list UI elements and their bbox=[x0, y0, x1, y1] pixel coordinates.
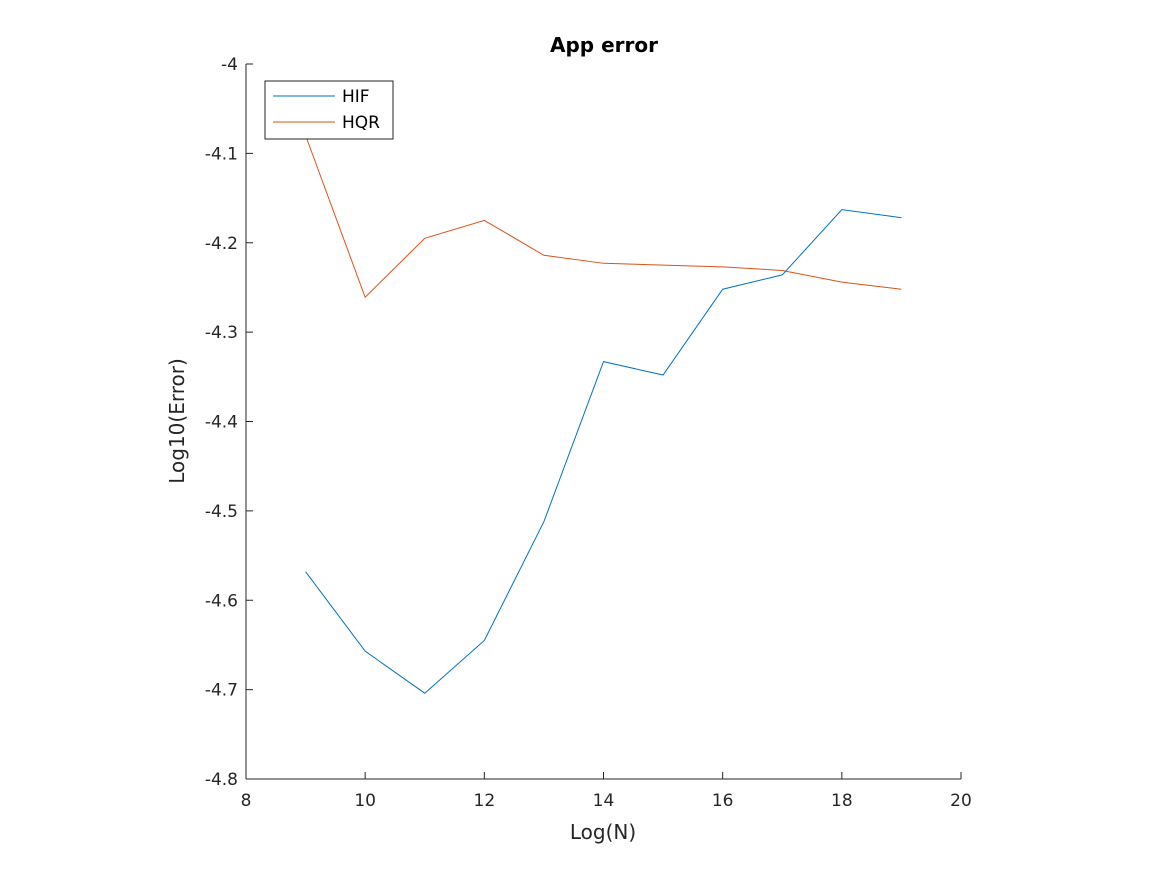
y-tick-label: -4.7 bbox=[205, 681, 238, 701]
x-tick-label: 18 bbox=[831, 791, 853, 811]
legend-label-hqr: HQR bbox=[342, 113, 380, 133]
x-tick-label: 10 bbox=[354, 791, 376, 811]
axis-ticks: 8 10 12 14 16 18 20 -4 -4.1 -4.2 -4.3 -4.4 -4.5 -4.6 -… bbox=[205, 55, 972, 811]
y-tick-label: -4.1 bbox=[205, 144, 238, 164]
y-tick-label: -4.2 bbox=[205, 234, 238, 254]
legend-label-hif: HIF bbox=[342, 87, 370, 107]
y-tick-label: -4.3 bbox=[205, 323, 238, 343]
chart-title: App error bbox=[550, 33, 658, 57]
plot-area: 8 10 12 14 16 18 20 -4 -4.1 -4.2 -4.3 -4.4 -4.5 -4.6 -… bbox=[205, 55, 972, 811]
y-axis-label: Log10(Error) bbox=[165, 358, 189, 484]
series-line-hif bbox=[305, 209, 902, 694]
legend: HIF HQR bbox=[264, 80, 394, 140]
x-tick-label: 8 bbox=[241, 791, 252, 811]
y-tick-label: -4.8 bbox=[205, 770, 238, 790]
y-tick-label: -4 bbox=[221, 55, 238, 75]
legend-box bbox=[264, 80, 394, 140]
y-tick-label: -4.6 bbox=[205, 591, 238, 611]
x-tick-label: 16 bbox=[712, 791, 734, 811]
x-tick-label: 20 bbox=[950, 791, 972, 811]
series-line-hqr bbox=[305, 135, 902, 299]
y-tick-label: -4.5 bbox=[205, 502, 238, 522]
series-lines bbox=[305, 135, 902, 694]
x-tick-label: 14 bbox=[593, 791, 615, 811]
x-axis-label: Log(N) bbox=[570, 820, 636, 844]
y-tick-label: -4.4 bbox=[205, 413, 238, 433]
x-tick-label: 12 bbox=[474, 791, 496, 811]
